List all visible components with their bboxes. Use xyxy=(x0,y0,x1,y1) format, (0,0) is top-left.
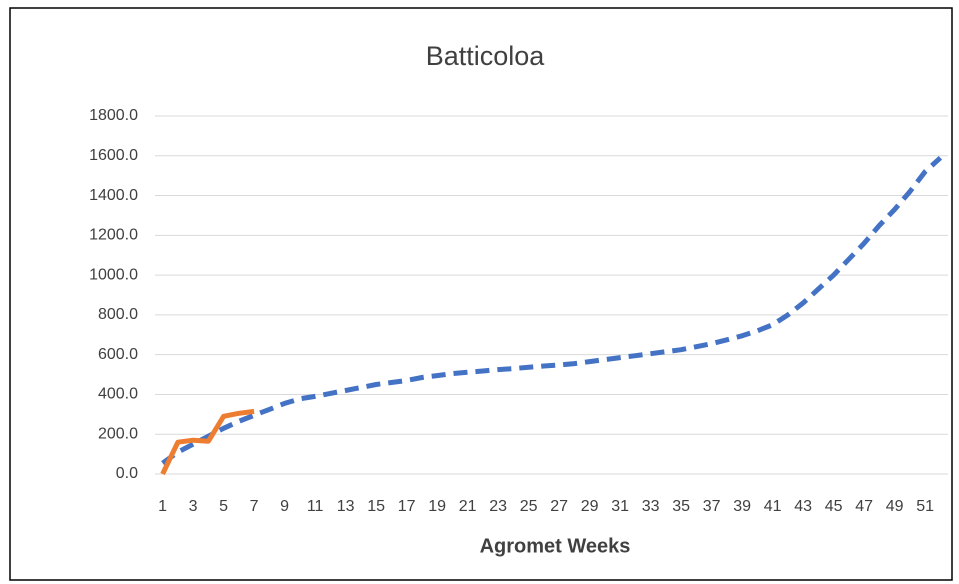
x-tick-label: 25 xyxy=(520,498,538,515)
x-tick-label: 33 xyxy=(642,498,660,515)
chart-frame xyxy=(9,7,953,581)
x-tick-label: 45 xyxy=(825,498,843,515)
x-tick-label: 15 xyxy=(367,498,385,515)
x-tick-label: 11 xyxy=(307,498,324,515)
x-tick-label: 43 xyxy=(794,498,812,515)
x-tick-label: 19 xyxy=(428,498,446,515)
chart-title: Batticoloa xyxy=(426,41,546,71)
x-tick-label: 5 xyxy=(219,498,228,515)
y-tick-label: 1600.0 xyxy=(89,147,138,164)
y-tick-label: 1000.0 xyxy=(89,266,138,283)
x-axis-label: Agromet Weeks xyxy=(480,535,631,557)
x-tick-label: 31 xyxy=(611,498,629,515)
x-tick-label: 13 xyxy=(337,498,355,515)
x-tick-label: 37 xyxy=(703,498,721,515)
y-tick-label: 1400.0 xyxy=(89,187,138,204)
x-tick-label: 21 xyxy=(459,498,477,515)
y-tick-label: 200.0 xyxy=(98,425,138,442)
x-tick-label: 27 xyxy=(550,498,568,515)
line-series xyxy=(160,408,255,476)
x-tick-label: 1 xyxy=(158,498,167,515)
y-tick-label: 600.0 xyxy=(98,346,138,363)
y-tick-label: 0.0 xyxy=(116,465,138,482)
x-tick-label: 49 xyxy=(886,498,904,515)
y-tick-label: 400.0 xyxy=(98,386,138,403)
x-tick-label: 41 xyxy=(764,498,782,515)
line-series xyxy=(161,155,943,466)
y-tick-label: 800.0 xyxy=(98,306,138,323)
x-tick-label: 23 xyxy=(489,498,507,515)
x-tick-label: 3 xyxy=(189,498,198,515)
x-tick-label: 9 xyxy=(280,498,289,515)
x-tick-label: 47 xyxy=(855,498,873,515)
x-tick-label: 35 xyxy=(672,498,690,515)
x-tick-label: 39 xyxy=(733,498,751,515)
x-tick-label: 29 xyxy=(581,498,599,515)
x-tick-label: 51 xyxy=(916,498,934,515)
y-tick-label: 1200.0 xyxy=(89,227,138,244)
x-tick-label: 7 xyxy=(250,498,259,515)
x-tick-label: 17 xyxy=(398,498,416,515)
y-tick-label: 1800.0 xyxy=(89,107,138,124)
